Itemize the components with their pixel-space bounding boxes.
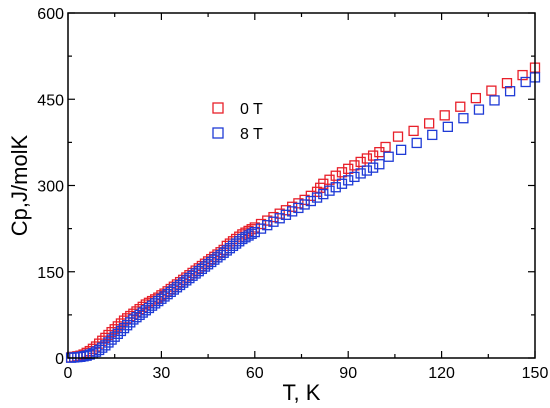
data-point-8T xyxy=(262,220,273,231)
data-point-8T xyxy=(442,121,453,132)
data-point-8T xyxy=(249,226,260,238)
data-point-8T xyxy=(374,159,385,170)
x-axis-title: T, K xyxy=(283,380,321,405)
data-point-8T xyxy=(411,137,422,149)
data-point-8T xyxy=(343,175,354,186)
legend-marker-0T xyxy=(212,102,224,114)
data-point-8T xyxy=(383,151,394,162)
data-point-8T xyxy=(246,228,257,239)
data-point-8T xyxy=(520,76,531,88)
data-point-0T xyxy=(355,156,366,168)
data-point-8T xyxy=(355,168,366,179)
data-point-8T xyxy=(293,202,304,214)
data-point-8T xyxy=(109,331,120,342)
legend-label-0T: 0 T xyxy=(240,101,263,118)
data-point-8T xyxy=(268,216,279,227)
data-point-8T xyxy=(504,86,516,97)
x-tick-label: 150 xyxy=(522,365,549,382)
x-tick-label: 30 xyxy=(153,365,171,382)
data-point-8T xyxy=(349,171,360,183)
data-point-8T xyxy=(112,328,123,340)
data-point-8T xyxy=(473,104,485,115)
data-point-8T xyxy=(318,188,329,200)
data-point-8T xyxy=(125,317,136,328)
legend-label-8T: 8 T xyxy=(240,126,263,143)
data-point-8T xyxy=(395,144,407,156)
data-point-8T xyxy=(287,206,298,217)
data-point-8T xyxy=(280,209,292,220)
data-point-0T xyxy=(330,170,341,181)
x-tick-label: 90 xyxy=(339,365,357,382)
legend: 0 T 8 T xyxy=(212,101,263,143)
y-tick-label: 450 xyxy=(37,92,64,109)
data-point-8T xyxy=(324,185,335,196)
data-point-8T xyxy=(243,230,254,241)
data-point-8T xyxy=(100,340,111,351)
data-point-8T xyxy=(361,165,373,176)
y-tick-label: 600 xyxy=(37,6,64,23)
axis-ticks xyxy=(67,12,536,359)
data-point-8T xyxy=(106,334,117,345)
data-point-8T xyxy=(118,322,130,334)
data-point-0T xyxy=(501,78,513,89)
data-point-8T xyxy=(274,213,285,224)
data-point-8T xyxy=(336,178,348,189)
data-point-8T xyxy=(489,95,500,106)
data-point-0T xyxy=(374,146,385,158)
data-point-8T xyxy=(103,337,114,348)
series-8T-markers xyxy=(65,72,541,363)
data-point-0T xyxy=(439,110,450,121)
data-point-8T xyxy=(305,195,316,207)
data-point-8T xyxy=(97,342,108,353)
data-point-0T xyxy=(367,150,379,161)
y-tick-label: 0 xyxy=(55,351,64,368)
x-tick-label: 120 xyxy=(428,365,455,382)
data-point-0T xyxy=(343,163,354,174)
x-tick-label: 0 xyxy=(64,365,73,382)
data-point-0T xyxy=(349,160,360,171)
data-point-0T xyxy=(517,69,528,81)
x-tick-label: 60 xyxy=(246,365,264,382)
data-point-0T xyxy=(361,153,373,164)
data-point-0T xyxy=(486,85,497,96)
data-point-0T xyxy=(336,167,348,178)
data-point-0T xyxy=(470,92,481,104)
y-axis-title: Cp,J/molK xyxy=(7,134,32,236)
data-point-8T xyxy=(330,182,341,193)
data-point-8T xyxy=(427,129,438,141)
y-tick-label: 300 xyxy=(37,179,64,196)
data-point-0T xyxy=(380,141,391,153)
data-point-8T xyxy=(237,233,248,245)
data-point-8T xyxy=(255,223,267,234)
data-point-8T xyxy=(367,162,379,173)
data-point-0T xyxy=(408,125,419,137)
data-point-8T xyxy=(115,325,127,337)
data-point-8T xyxy=(458,113,469,124)
legend-marker-8T xyxy=(212,127,224,139)
data-point-0T xyxy=(392,131,404,142)
data-point-8T xyxy=(299,199,310,210)
data-point-0T xyxy=(423,118,435,129)
data-point-0T xyxy=(455,101,466,112)
data-point-8T xyxy=(122,320,133,331)
y-tick-label: 150 xyxy=(37,265,64,282)
data-point-8T xyxy=(240,232,251,243)
data-point-8T xyxy=(311,192,323,203)
